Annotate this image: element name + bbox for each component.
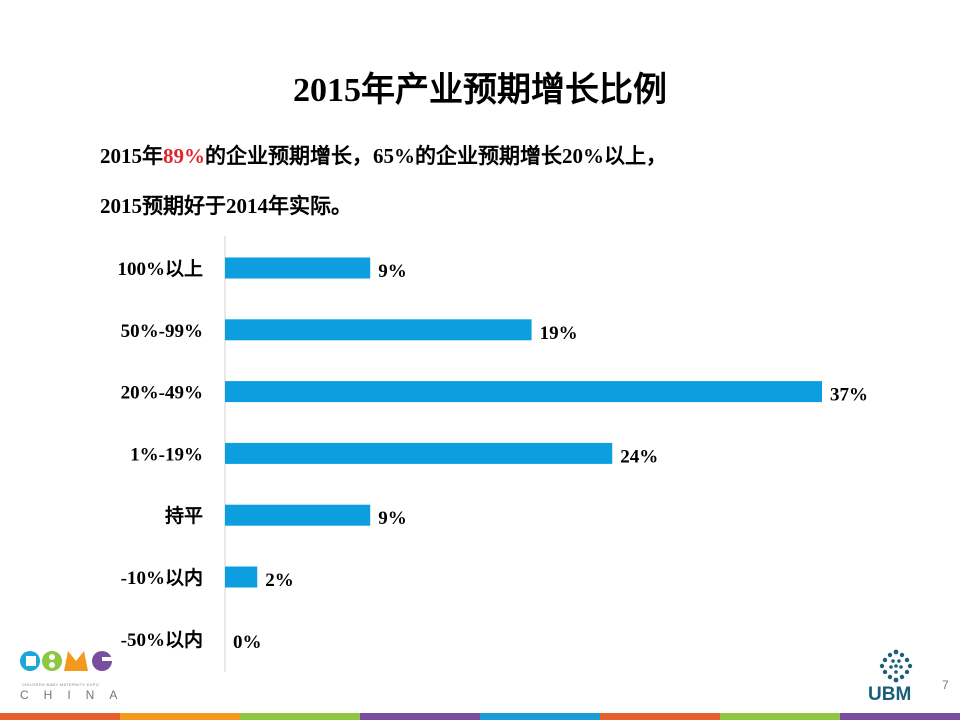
category-label: 持平 <box>165 504 203 527</box>
cbme-tagline: CHILDREN·BABY·MATERNITY EXPO <box>22 682 100 687</box>
ubm-logo-text: UBM <box>868 684 912 705</box>
band-segment <box>840 713 960 720</box>
data-label: 37% <box>830 385 868 406</box>
data-label: 0% <box>233 632 262 653</box>
page-number: 7 <box>942 678 949 692</box>
subtitle-line-1-part1: 2015年 <box>100 144 163 168</box>
data-label: 19% <box>540 323 578 344</box>
subtitle-line-1: 2015年89%的企业预期增长，65%的企业预期增长20%以上， <box>100 140 667 170</box>
data-label: 9% <box>378 508 407 529</box>
data-label: 9% <box>378 261 407 282</box>
band-segment <box>0 713 120 720</box>
cbme-china-text: CHINA <box>20 688 133 702</box>
band-segment <box>240 713 360 720</box>
bar <box>225 257 371 279</box>
category-label: 50%-99% <box>121 321 203 342</box>
slide-title: 2015年产业预期增长比例 <box>293 72 667 109</box>
category-label: -50%以内 <box>121 628 203 651</box>
category-label: -10%以内 <box>121 566 203 589</box>
band-segment <box>600 713 720 720</box>
bar <box>225 381 822 403</box>
bar <box>225 442 613 464</box>
subtitle-highlight: 89% <box>163 144 205 168</box>
subtitle-line-2: 2015预期好于2014年实际。 <box>100 194 352 218</box>
bar <box>225 319 532 341</box>
ubm-logo-mark <box>879 649 913 683</box>
category-label: 20%-49% <box>121 383 203 404</box>
cbme-logo <box>20 651 112 671</box>
band-segment <box>720 713 840 720</box>
bar <box>225 504 371 526</box>
data-label: 24% <box>620 446 658 467</box>
band-segment <box>480 713 600 720</box>
bottom-color-band <box>0 713 960 720</box>
bar <box>225 566 258 588</box>
band-segment <box>360 713 480 720</box>
data-label: 2% <box>265 570 294 591</box>
subtitle-line-1-part2: 的企业预期增长，65%的企业预期增长20%以上， <box>205 144 667 168</box>
band-segment <box>120 713 240 720</box>
category-label: 100%以上 <box>117 258 203 280</box>
category-label: 1%-19% <box>130 444 203 465</box>
